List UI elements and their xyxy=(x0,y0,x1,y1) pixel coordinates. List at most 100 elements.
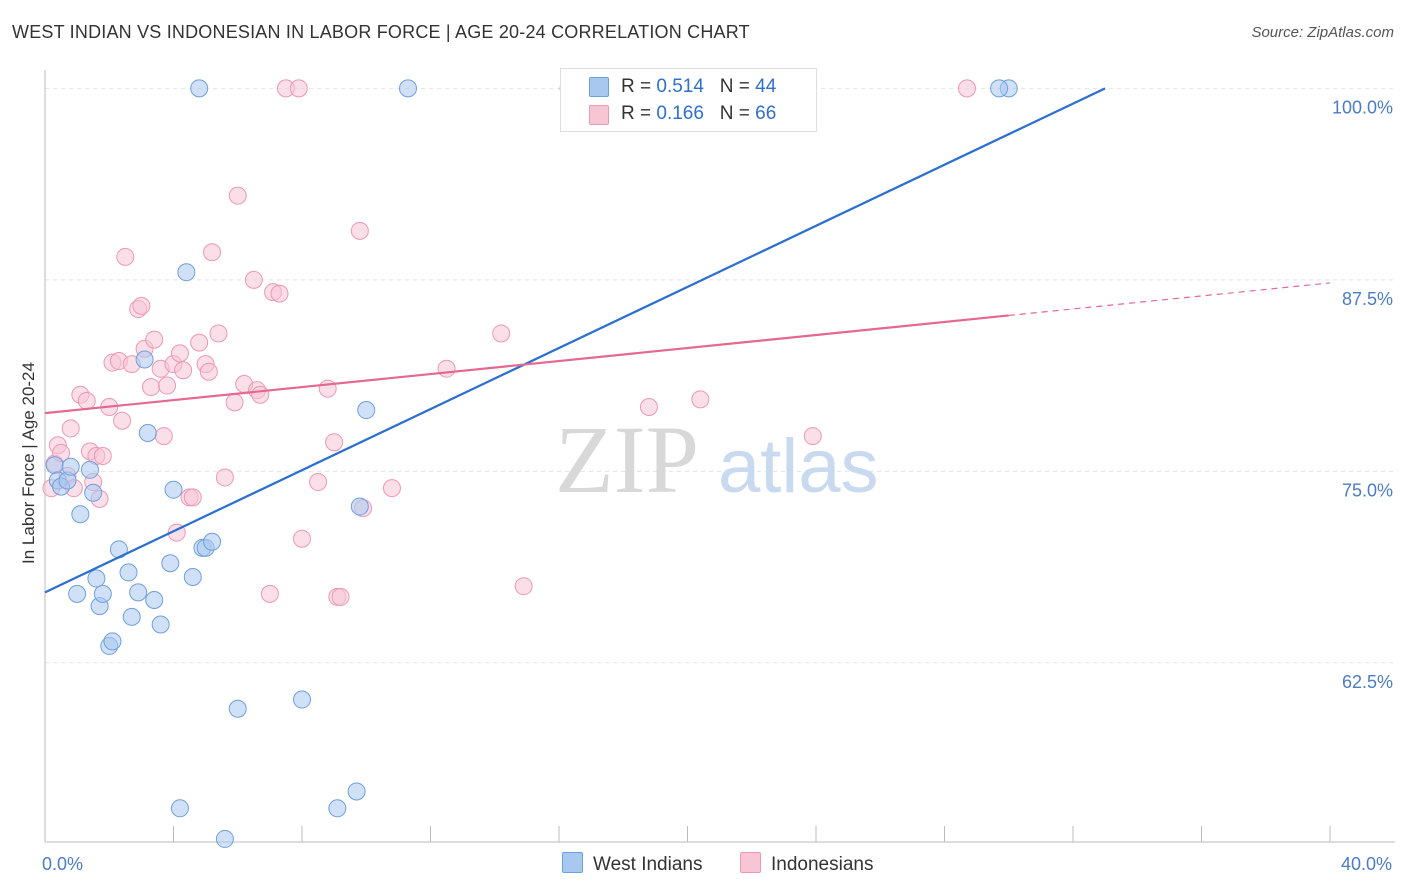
y-tick-label: 62.5% xyxy=(1342,672,1393,692)
data-point-west-indians xyxy=(93,584,112,603)
data-point-west-indians xyxy=(71,505,90,524)
data-point-indonesians xyxy=(215,468,234,487)
data-point-indonesians xyxy=(228,186,247,205)
data-point-west-indians xyxy=(990,79,1009,98)
data-point-indonesians xyxy=(437,359,456,378)
legend-swatch-indonesians xyxy=(589,105,609,125)
bottom-legend-swatch-indonesians xyxy=(740,852,761,873)
data-point-indonesians xyxy=(957,79,976,98)
y-tick-label: 87.5% xyxy=(1342,289,1393,309)
data-point-west-indians xyxy=(138,424,157,443)
data-point-indonesians xyxy=(170,344,189,363)
data-point-indonesians xyxy=(190,333,209,352)
bottom-legend-label-west-indians: West Indians xyxy=(593,854,703,875)
legend-swatch-west-indians xyxy=(589,77,609,97)
data-point-west-indians xyxy=(190,79,209,98)
y-tick-label: 100.0% xyxy=(1332,97,1393,117)
data-point-indonesians xyxy=(93,447,112,465)
x-tick-label: 40.0% xyxy=(1341,854,1392,874)
data-point-west-indians xyxy=(170,799,189,818)
trend-line-indonesians-extension xyxy=(1008,282,1331,317)
legend-r-value: 0.514 xyxy=(656,76,704,97)
data-point-indonesians xyxy=(514,577,533,596)
data-point-west-indians xyxy=(164,480,183,499)
data-point-west-indians xyxy=(328,799,347,818)
data-point-west-indians xyxy=(347,782,366,801)
bottom-legend-swatch-west-indians xyxy=(562,852,583,873)
data-point-indonesians xyxy=(251,385,270,404)
data-point-west-indians xyxy=(183,568,202,587)
legend-r-label: R = xyxy=(621,76,657,97)
data-point-indonesians xyxy=(116,247,135,266)
data-point-indonesians xyxy=(350,221,369,240)
data-point-indonesians xyxy=(183,488,202,507)
data-point-indonesians xyxy=(382,479,401,498)
bottom-legend-label-indonesians: Indonesians xyxy=(771,854,874,875)
data-point-indonesians xyxy=(492,324,511,343)
legend-n-value: 66 xyxy=(755,103,777,124)
data-point-indonesians xyxy=(132,296,151,315)
data-points xyxy=(42,79,1018,848)
y-axis-label: In Labor Force | Age 20-24 xyxy=(19,362,38,564)
gridlines xyxy=(45,87,1395,664)
data-point-indonesians xyxy=(77,391,96,410)
data-point-indonesians xyxy=(309,473,328,492)
legend-row-west-indians: R = 0.514 N = 44 xyxy=(621,76,776,98)
watermark-zip: ZIP xyxy=(555,406,699,513)
data-point-west-indians xyxy=(45,456,64,475)
source-label: Source: ZipAtlas.com xyxy=(1251,24,1394,41)
data-point-indonesians xyxy=(244,270,263,289)
data-point-west-indians xyxy=(87,569,106,588)
data-point-west-indians xyxy=(215,829,234,848)
trend-lines xyxy=(44,87,1331,594)
legend-r-label: R = xyxy=(621,103,657,124)
legend-r-value: 0.166 xyxy=(656,103,704,124)
data-point-indonesians xyxy=(803,427,822,446)
data-point-indonesians xyxy=(293,529,311,548)
data-point-indonesians xyxy=(289,79,308,98)
data-point-west-indians xyxy=(135,350,154,369)
data-point-west-indians xyxy=(228,699,247,718)
data-point-west-indians xyxy=(145,590,164,609)
watermark-atlas: atlas xyxy=(718,424,879,509)
data-point-indonesians xyxy=(209,324,228,343)
data-point-indonesians xyxy=(331,587,350,606)
trend-line-west-indians xyxy=(44,87,1106,594)
data-point-indonesians xyxy=(145,330,164,349)
data-point-indonesians xyxy=(639,397,658,416)
data-point-indonesians xyxy=(142,378,161,397)
legend-n-value: 44 xyxy=(755,76,777,97)
data-point-indonesians xyxy=(158,376,177,395)
legend-row-indonesians: R = 0.166 N = 66 xyxy=(621,103,776,125)
data-point-west-indians xyxy=(129,583,148,602)
axes xyxy=(44,70,1395,843)
y-tick-label: 75.0% xyxy=(1342,480,1393,500)
legend: R = 0.514 N = 44 R = 0.166 N = 66 xyxy=(560,68,817,132)
data-point-indonesians xyxy=(260,584,279,603)
data-point-west-indians xyxy=(350,497,369,516)
data-point-west-indians xyxy=(177,263,196,282)
bottom-legend-indonesians: Indonesians xyxy=(740,852,873,876)
data-point-west-indians xyxy=(161,554,180,573)
chart-title: WEST INDIAN VS INDONESIAN IN LABOR FORCE… xyxy=(12,22,750,42)
data-point-indonesians xyxy=(154,427,173,446)
data-point-indonesians xyxy=(174,361,193,380)
trend-line-indonesians xyxy=(44,314,1009,415)
data-point-west-indians xyxy=(61,457,80,476)
tick-labels: 100.0% 87.5% 75.0% 62.5% 0.0% 40.0% xyxy=(42,97,1393,874)
data-point-west-indians xyxy=(399,79,418,98)
data-point-west-indians xyxy=(84,483,103,502)
data-point-west-indians xyxy=(151,615,170,634)
data-point-west-indians xyxy=(293,690,311,709)
data-point-indonesians xyxy=(225,393,244,412)
data-point-indonesians xyxy=(691,390,710,409)
data-point-indonesians xyxy=(113,411,132,430)
legend-n-label: N = xyxy=(719,103,756,124)
x-tick-label: 0.0% xyxy=(42,854,83,874)
data-point-indonesians xyxy=(270,284,289,303)
data-point-west-indians xyxy=(119,563,138,582)
data-point-indonesians xyxy=(203,243,222,262)
data-point-indonesians xyxy=(318,379,337,398)
data-point-indonesians xyxy=(199,362,218,381)
